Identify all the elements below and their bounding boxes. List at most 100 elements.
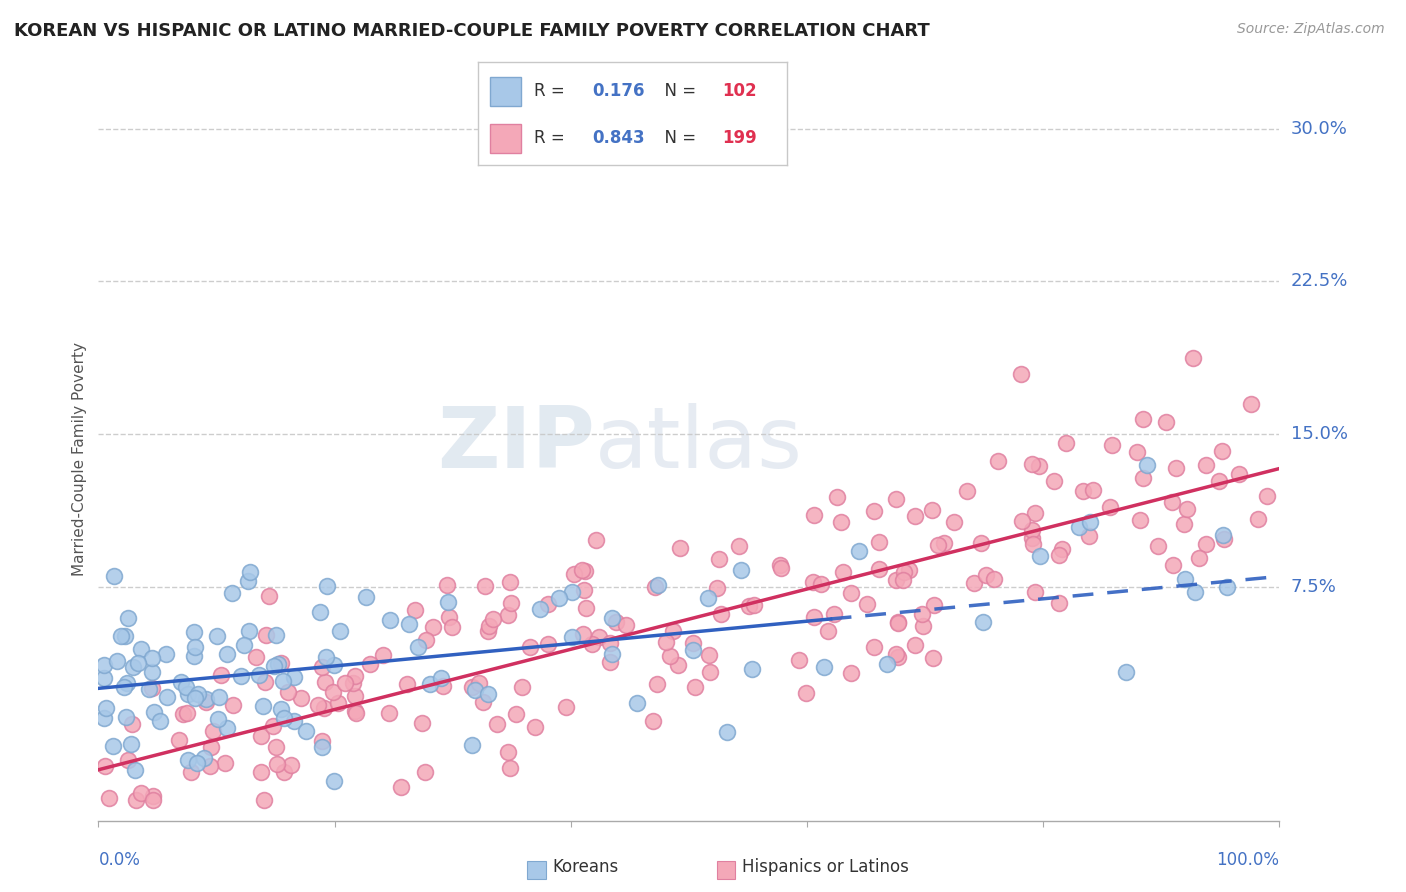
Point xyxy=(1166,461,1188,475)
Point xyxy=(309,605,332,619)
Point xyxy=(184,640,207,654)
Point xyxy=(142,793,165,807)
Point xyxy=(97,791,120,805)
Point xyxy=(125,793,148,807)
Point xyxy=(537,637,560,651)
Point xyxy=(270,656,292,670)
Point xyxy=(141,681,163,695)
Point xyxy=(252,698,274,713)
Point xyxy=(1256,489,1278,503)
Point xyxy=(575,601,598,615)
Point xyxy=(270,702,292,716)
Point xyxy=(437,610,460,624)
Point xyxy=(588,631,610,645)
Point xyxy=(1047,597,1070,611)
Point xyxy=(169,675,191,690)
Text: KOREAN VS HISPANIC OR LATINO MARRIED-COUPLE FAMILY POVERTY CORRELATION CHART: KOREAN VS HISPANIC OR LATINO MARRIED-COU… xyxy=(14,22,929,40)
Point xyxy=(1136,458,1159,472)
Point xyxy=(868,535,890,549)
Point xyxy=(1240,397,1263,411)
Point xyxy=(1052,541,1074,556)
Point xyxy=(548,591,571,606)
Point xyxy=(1069,520,1091,534)
Point xyxy=(848,543,870,558)
Point xyxy=(283,714,305,728)
Point xyxy=(1028,459,1050,474)
Point xyxy=(499,761,522,775)
Point xyxy=(1227,467,1250,481)
Text: R =: R = xyxy=(534,82,569,100)
Point xyxy=(143,705,166,719)
Point xyxy=(1021,523,1043,537)
Point xyxy=(817,624,839,638)
Point xyxy=(124,764,146,778)
Point xyxy=(921,651,943,665)
Point xyxy=(314,674,336,689)
Point xyxy=(887,615,910,630)
Point xyxy=(323,773,346,788)
Point xyxy=(501,596,523,610)
Point xyxy=(215,647,238,661)
Point xyxy=(183,624,205,639)
Point xyxy=(1078,515,1101,529)
Point xyxy=(1024,506,1046,520)
Point xyxy=(561,585,583,599)
Point xyxy=(741,662,763,676)
Point xyxy=(898,563,921,577)
Point xyxy=(572,583,595,598)
Point xyxy=(1188,550,1211,565)
Point xyxy=(207,712,229,726)
Point xyxy=(142,789,165,803)
Point xyxy=(474,579,496,593)
Point xyxy=(266,657,288,671)
Point xyxy=(1174,573,1197,587)
Point xyxy=(110,629,132,643)
Point xyxy=(730,563,752,577)
Point xyxy=(1021,458,1043,472)
Point xyxy=(290,690,312,705)
Point xyxy=(172,707,194,722)
Point xyxy=(654,635,676,649)
Point xyxy=(221,585,243,599)
Point xyxy=(472,695,495,709)
Point xyxy=(600,610,623,624)
Text: 7.5%: 7.5% xyxy=(1291,578,1337,596)
Point xyxy=(335,676,357,690)
Point xyxy=(887,615,910,629)
Point xyxy=(519,640,541,654)
Point xyxy=(600,647,623,661)
Point xyxy=(1247,512,1270,526)
Point xyxy=(605,615,627,630)
Point xyxy=(239,565,262,579)
Point xyxy=(830,516,852,530)
Point xyxy=(884,648,907,662)
Point xyxy=(769,558,792,572)
Point xyxy=(813,660,835,674)
Point xyxy=(727,540,749,554)
Point xyxy=(863,640,886,655)
Point xyxy=(707,552,730,566)
Point xyxy=(94,759,117,773)
Point xyxy=(120,737,142,751)
Point xyxy=(1195,458,1218,472)
Point xyxy=(93,671,115,685)
Point xyxy=(468,676,491,690)
Point xyxy=(1212,528,1234,542)
Point xyxy=(280,758,302,772)
Point xyxy=(893,565,915,579)
Point xyxy=(876,657,898,671)
Point xyxy=(1010,367,1032,381)
Point xyxy=(311,733,333,747)
Point xyxy=(884,573,907,587)
Point xyxy=(1132,411,1154,425)
Point xyxy=(460,738,482,752)
Point xyxy=(94,701,117,715)
Point xyxy=(789,653,811,667)
Point xyxy=(127,656,149,670)
Point xyxy=(922,598,945,612)
Point xyxy=(1213,533,1236,547)
FancyBboxPatch shape xyxy=(491,124,522,153)
Point xyxy=(322,657,344,672)
Point xyxy=(283,669,305,683)
Point xyxy=(477,624,499,638)
